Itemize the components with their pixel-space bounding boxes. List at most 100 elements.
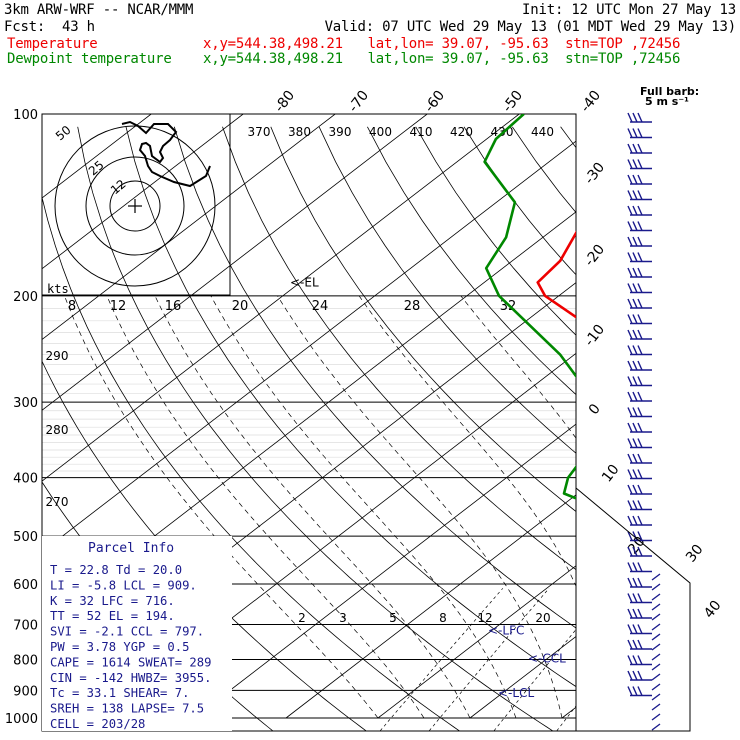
wind-barb-flag	[637, 593, 643, 603]
parcel-info-row: CELL = 203/28	[50, 717, 145, 731]
mixing-ratio-label-upper: 28	[404, 299, 421, 314]
wind-barb-flag	[637, 422, 643, 433]
wind-barb-flag	[637, 531, 643, 541]
parcel-info-row: PW = 3.78 YGP = 0.5	[50, 640, 189, 654]
wind-barb-flag	[627, 624, 633, 634]
theta-label: 390	[329, 125, 352, 139]
wind-barb-flag	[627, 484, 633, 495]
wind-barb-flag	[637, 562, 643, 572]
wind-barb-flag	[632, 562, 638, 572]
mixing-ratio-label-upper: 8	[68, 299, 76, 314]
wind-barb-flag	[632, 469, 638, 479]
isotherm-label-right: -30	[582, 160, 609, 188]
hodograph-trace	[121, 120, 211, 188]
temperature-location: x,y=544.38,498.21 lat,lon= 39.07, -95.63…	[203, 36, 681, 52]
wind-barb-flag	[637, 345, 643, 355]
wind-barb-flag	[637, 639, 643, 650]
wind-barb-flag	[632, 484, 638, 495]
isotherm-line	[42, 140, 576, 553]
parcel-info-row: T = 22.8 Td = 20.0	[50, 563, 182, 577]
wind-barb-flag	[637, 608, 643, 619]
pressure-label-300: 300	[13, 396, 38, 411]
forecast-hour: 43 h	[62, 19, 95, 35]
wind-barb-flag	[627, 128, 633, 138]
wind-barb-flag	[627, 686, 633, 696]
wind-barb-flag	[632, 205, 638, 216]
wind-barb-flag	[632, 593, 638, 603]
wind-barb-flag	[632, 252, 638, 262]
moist-adiabat	[277, 295, 563, 719]
wind-barb-flag	[637, 112, 643, 123]
moist-adiabat	[588, 296, 710, 718]
dry-adiabat	[125, 126, 576, 688]
pressure-label-200: 200	[13, 290, 38, 305]
wind-barb-flag	[637, 283, 643, 293]
isotherm-label-top: -80	[272, 88, 299, 116]
pressure-label-100: 100	[13, 108, 38, 123]
wind-barb-low	[651, 693, 661, 701]
pressure-label-1000: 1000	[5, 712, 38, 727]
wind-barb-flag	[632, 329, 638, 340]
mixing-ratio-line	[493, 628, 576, 731]
wind-barb-flag	[637, 190, 643, 200]
model-title: 3km ARW-WRF -- NCAR/MMM	[4, 2, 194, 18]
parcel-info-panel: Parcel Info T = 22.8 Td = 20.0LI = -5.8 L…	[50, 541, 211, 731]
parcel-info-row: CAPE = 1614 SWEAT= 289	[50, 655, 211, 669]
wind-barb-flag	[632, 174, 638, 185]
mixing-ratio-label-lower: 5	[389, 611, 397, 625]
parcel-info-background	[42, 536, 232, 731]
theta-label: 380	[288, 125, 311, 139]
mixing-ratio-line	[428, 588, 550, 731]
wind-barb-flag	[637, 577, 643, 588]
wind-barb-flag	[637, 407, 643, 417]
wind-barb-flag	[632, 546, 638, 557]
wind-barb-flag	[627, 221, 633, 231]
dry-adiabat	[222, 126, 576, 571]
parcel-info-title: Parcel Info	[88, 541, 174, 556]
wind-barb-flag	[632, 376, 638, 386]
dry-adiabat	[77, 126, 553, 731]
isotherm-label-right: 10	[599, 462, 623, 486]
wind-barb-flag	[632, 515, 638, 526]
mixing-ratio-label-lower: 20	[535, 611, 550, 625]
wind-barb-flag	[632, 283, 638, 293]
dry-adiabat	[560, 126, 576, 149]
wind-barb-low	[651, 703, 661, 711]
hodograph-speed-unit: kts	[47, 282, 69, 296]
moist-adiabat	[64, 295, 379, 719]
parcel-info-row: SREH = 138 LAPSE= 7.5	[50, 702, 204, 716]
wind-barb-flag	[637, 655, 643, 665]
wind-barb-flag	[632, 391, 638, 402]
wind-barb-flag	[637, 128, 643, 138]
isotherm-label-top: -40	[578, 88, 605, 116]
wind-barb-flag	[627, 546, 633, 557]
wind-barb-flag	[627, 422, 633, 433]
wind-barb-flag	[627, 515, 633, 526]
wind-barb-flag	[632, 190, 638, 200]
wind-barb-flag	[627, 360, 633, 371]
wind-barb-flag	[627, 500, 633, 510]
parcel-info-row: SVI = -2.1 CCL = 797.	[50, 625, 204, 639]
pressure-label-600: 600	[13, 578, 38, 593]
wind-barb-flag	[632, 345, 638, 355]
wind-barb-flag	[632, 143, 638, 154]
wind-barb-flag	[637, 376, 643, 386]
wind-barb-flag	[627, 670, 633, 681]
wind-barb-flag	[632, 159, 638, 169]
wind-barb-flag	[637, 469, 643, 479]
wind-barb-flag	[627, 639, 633, 650]
pressure-label-400: 400	[13, 472, 38, 487]
wind-barb-flag	[632, 670, 638, 681]
hodograph: 50 25 12 kts	[41, 113, 231, 296]
isotherm-label-top: -50	[500, 88, 527, 116]
wind-barb-low	[651, 633, 661, 641]
dry-adiabat	[415, 126, 576, 336]
annotation-el: <-EL	[290, 275, 319, 289]
right-frame-line	[575, 487, 691, 732]
wind-barb-low	[651, 603, 661, 611]
parcel-info-row: TT = 52 EL = 194.	[50, 609, 175, 623]
wind-barb-flag	[627, 562, 633, 572]
forecast-label: Fcst:	[4, 19, 46, 35]
wind-barb-low	[651, 593, 661, 601]
